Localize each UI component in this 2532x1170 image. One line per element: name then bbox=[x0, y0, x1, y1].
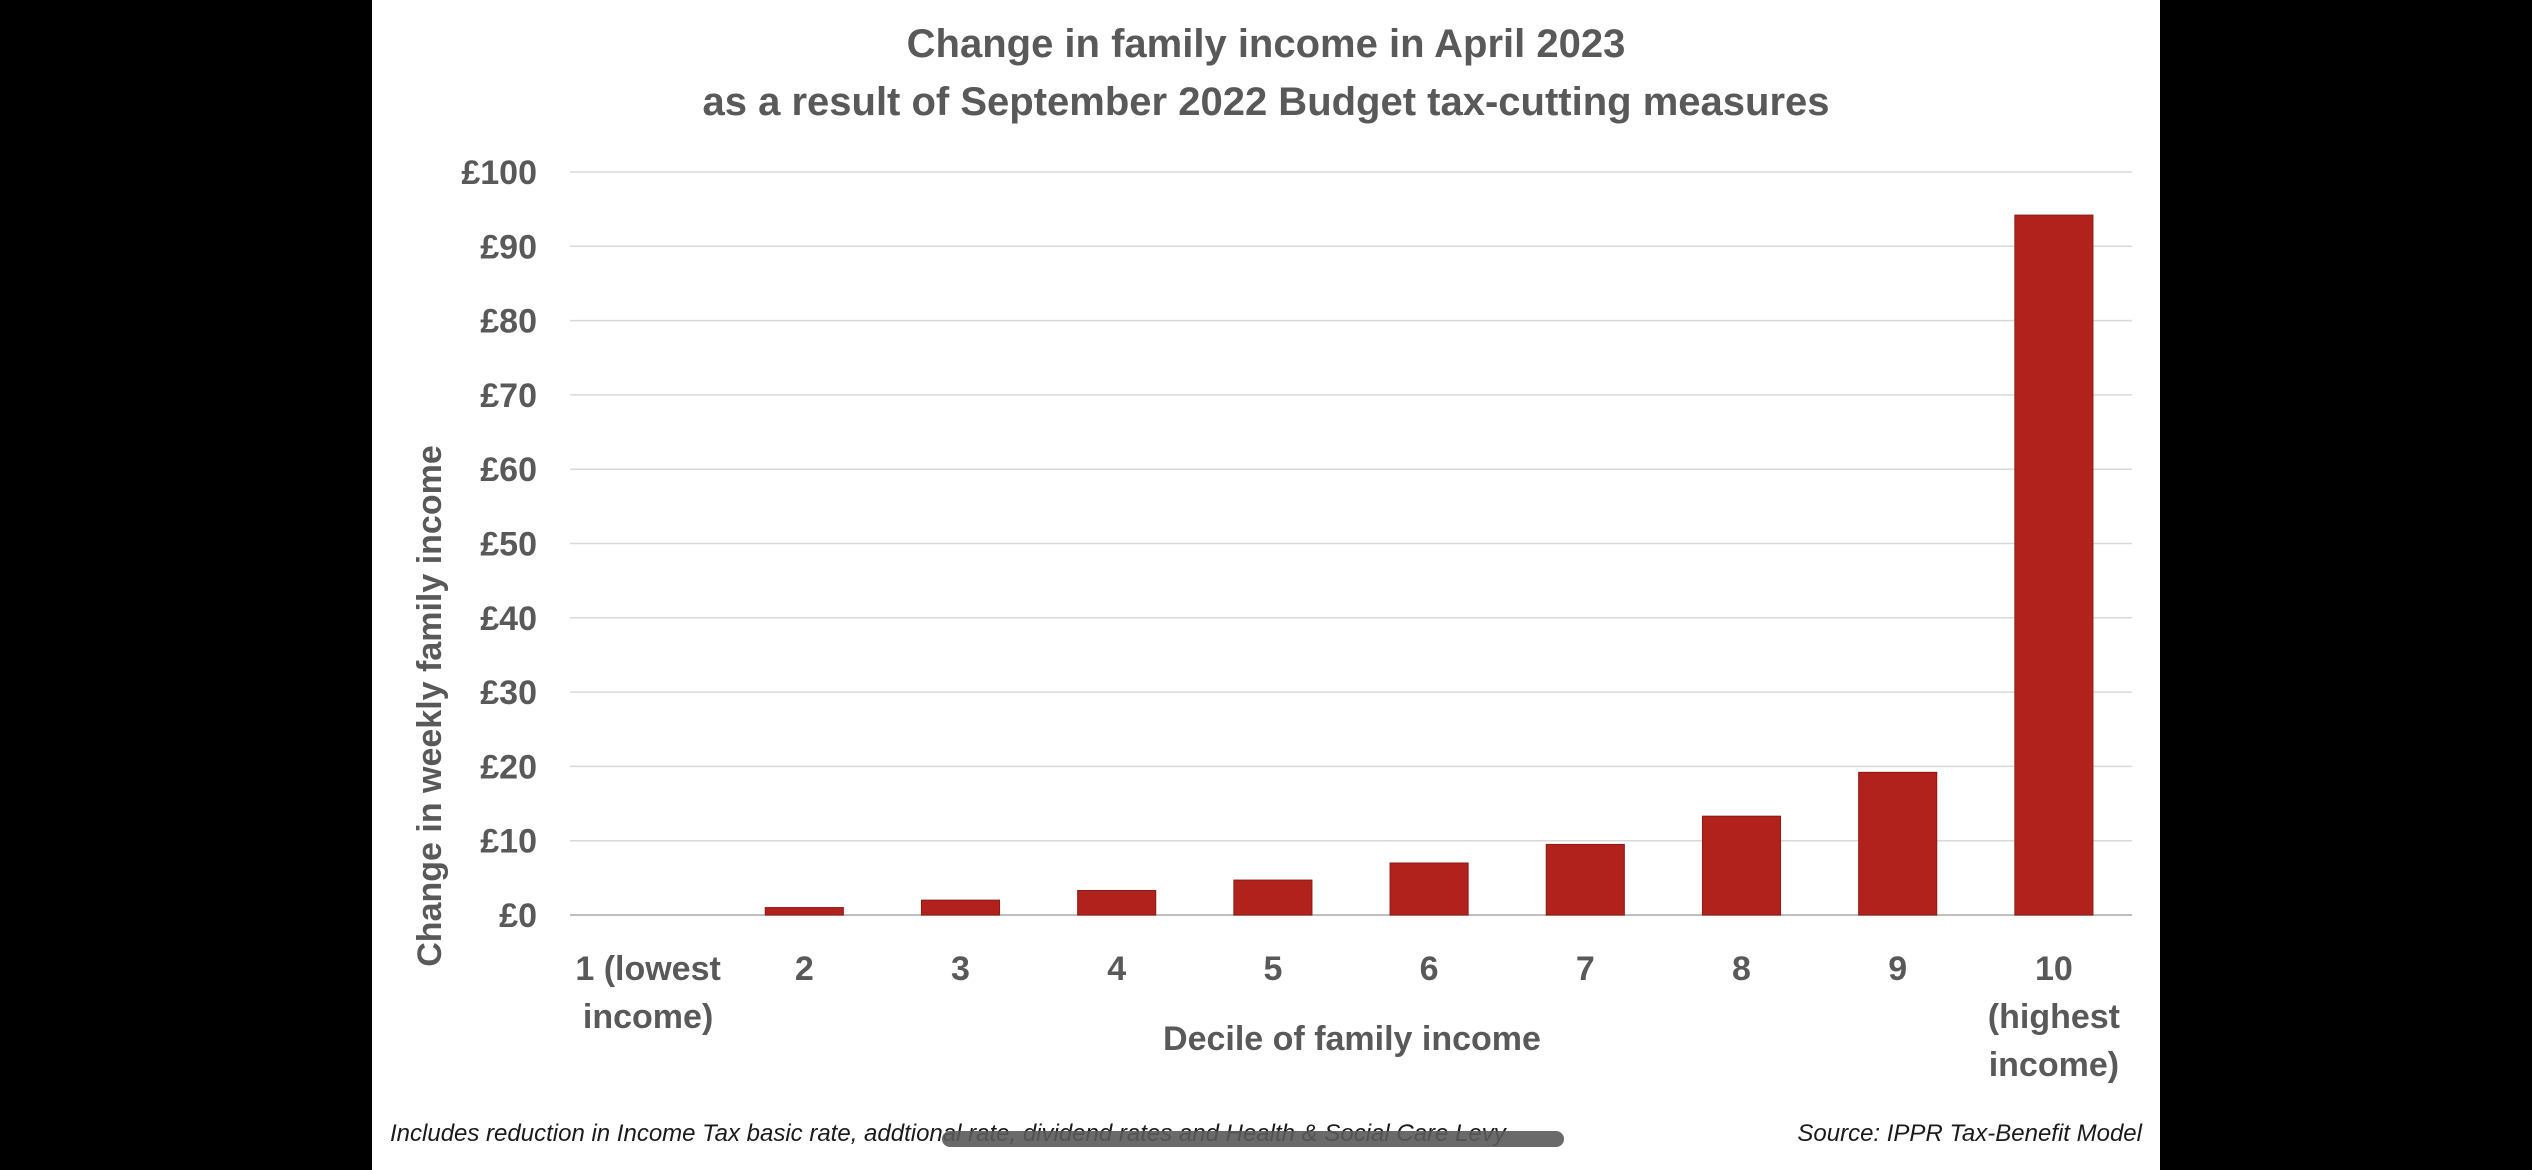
y-tick-label: £60 bbox=[480, 451, 537, 489]
x-tick-label: 10 (highest income) bbox=[1988, 950, 2120, 1084]
x-tick-label: 5 bbox=[1263, 950, 1282, 988]
bar bbox=[1858, 771, 1938, 916]
y-tick-label: £80 bbox=[480, 303, 537, 341]
y-tick-label: £100 bbox=[461, 154, 537, 192]
bars bbox=[764, 214, 2094, 916]
x-tick-label: 3 bbox=[951, 950, 970, 988]
chart-subtitle: as a result of September 2022 Budget tax… bbox=[702, 80, 1830, 124]
y-tick-label: £10 bbox=[480, 823, 537, 861]
x-tick-label: 6 bbox=[1420, 950, 1439, 988]
source-text: Source: IPPR Tax-Benefit Model bbox=[1797, 1120, 2142, 1147]
y-tick-label: £50 bbox=[480, 526, 537, 564]
y-tick-label: £40 bbox=[480, 600, 537, 638]
x-tick-label: 2 bbox=[795, 950, 814, 988]
bar bbox=[1545, 843, 1625, 916]
y-tick-label: £30 bbox=[480, 674, 537, 712]
bar bbox=[1077, 889, 1157, 916]
y-tick-label: £20 bbox=[480, 748, 537, 786]
x-tick-labels: 1 (lowest income) 2 3 4 5 6 7 8 9 10 (highest income… bbox=[575, 950, 2120, 1084]
y-tick-label: £90 bbox=[480, 228, 537, 266]
y-tick-labels: £0 £10 £20 £30 £40 £50 £60 £70 £80 £90 £100 bbox=[461, 154, 537, 935]
x-tick-label: 9 bbox=[1888, 950, 1907, 988]
horizontal-scrollbar[interactable] bbox=[942, 1131, 1564, 1147]
x-tick-label: 8 bbox=[1732, 950, 1751, 988]
bar bbox=[920, 899, 1001, 916]
bar bbox=[1389, 862, 1469, 916]
bar bbox=[2014, 214, 2094, 916]
chart-plot: £0 £10 £20 £30 £40 £50 £60 £70 £80 £90 £100 1 (low… bbox=[411, 154, 2132, 1084]
x-tick-label: 1 (lowest income) bbox=[575, 950, 720, 1036]
y-tick-label: £70 bbox=[480, 377, 537, 415]
bar bbox=[1233, 879, 1313, 916]
chart-panel: Change in family income in April 2023 as… bbox=[372, 0, 2160, 1170]
bar bbox=[1701, 815, 1782, 916]
y-tick-label: £0 bbox=[499, 897, 537, 935]
x-tick-label: 4 bbox=[1107, 950, 1126, 988]
x-axis-label: Decile of family income bbox=[1163, 1020, 1541, 1058]
bar bbox=[764, 907, 844, 916]
chart-title: Change in family income in April 2023 bbox=[906, 22, 1626, 66]
x-tick-label: 7 bbox=[1576, 950, 1595, 988]
y-axis-label: Change in weekly family income bbox=[411, 445, 449, 967]
